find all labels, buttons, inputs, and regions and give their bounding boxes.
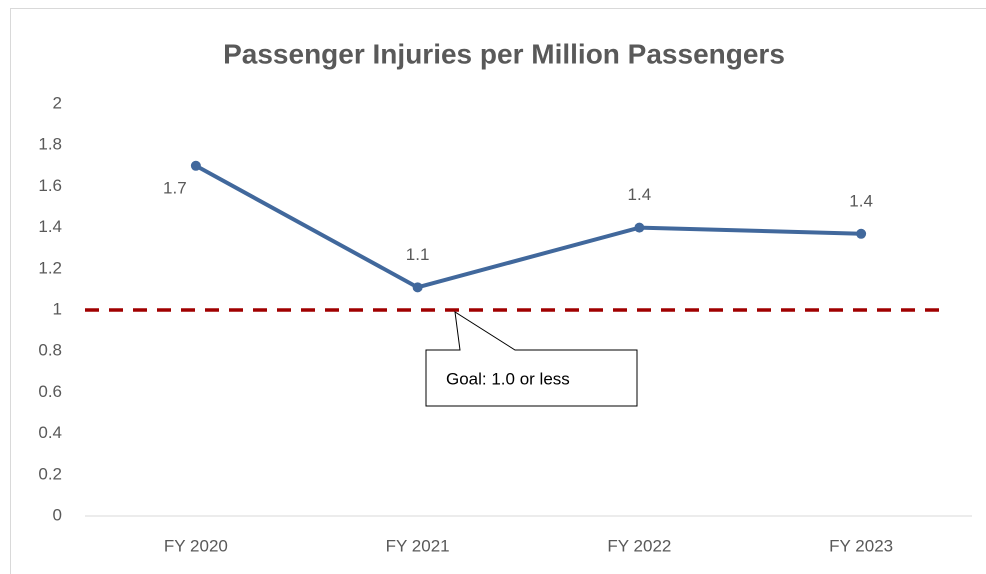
chart-title: Passenger Injuries per Million Passenger… bbox=[223, 38, 785, 69]
marker bbox=[634, 222, 645, 233]
data-label: 1.4 bbox=[849, 191, 873, 210]
chart-frame bbox=[10, 8, 986, 574]
y-tick-label: 2 bbox=[53, 93, 62, 112]
y-tick-label: 1.6 bbox=[38, 176, 62, 195]
line bbox=[194, 164, 862, 290]
y-tick-label: 0.2 bbox=[38, 464, 62, 483]
marker bbox=[412, 282, 423, 293]
data-label: 1.1 bbox=[406, 245, 430, 264]
data-label: 1.4 bbox=[628, 185, 652, 204]
y-tick-label: 1.2 bbox=[38, 258, 62, 277]
y-tick-label: 0.8 bbox=[38, 341, 62, 360]
data-label: 1.7 bbox=[163, 178, 187, 197]
x-tick-label: FY 2023 bbox=[829, 536, 893, 555]
y-tick-label: 1.8 bbox=[38, 135, 62, 154]
x-tick-label: FY 2020 bbox=[164, 536, 228, 555]
marker bbox=[856, 228, 867, 239]
x-tick-label: FY 2021 bbox=[386, 536, 450, 555]
y-tick-label: 0.6 bbox=[38, 382, 62, 401]
y-tick-label: 1 bbox=[53, 299, 62, 318]
marker bbox=[190, 160, 201, 171]
annotation: Goal: 1.0 or less bbox=[446, 369, 570, 388]
x-tick-label: FY 2022 bbox=[607, 536, 671, 555]
y-tick-label: 0.4 bbox=[38, 423, 62, 442]
callout-box bbox=[425, 311, 638, 407]
y-tick-label: 0 bbox=[53, 505, 62, 524]
y-tick-label: 1.4 bbox=[38, 217, 62, 236]
